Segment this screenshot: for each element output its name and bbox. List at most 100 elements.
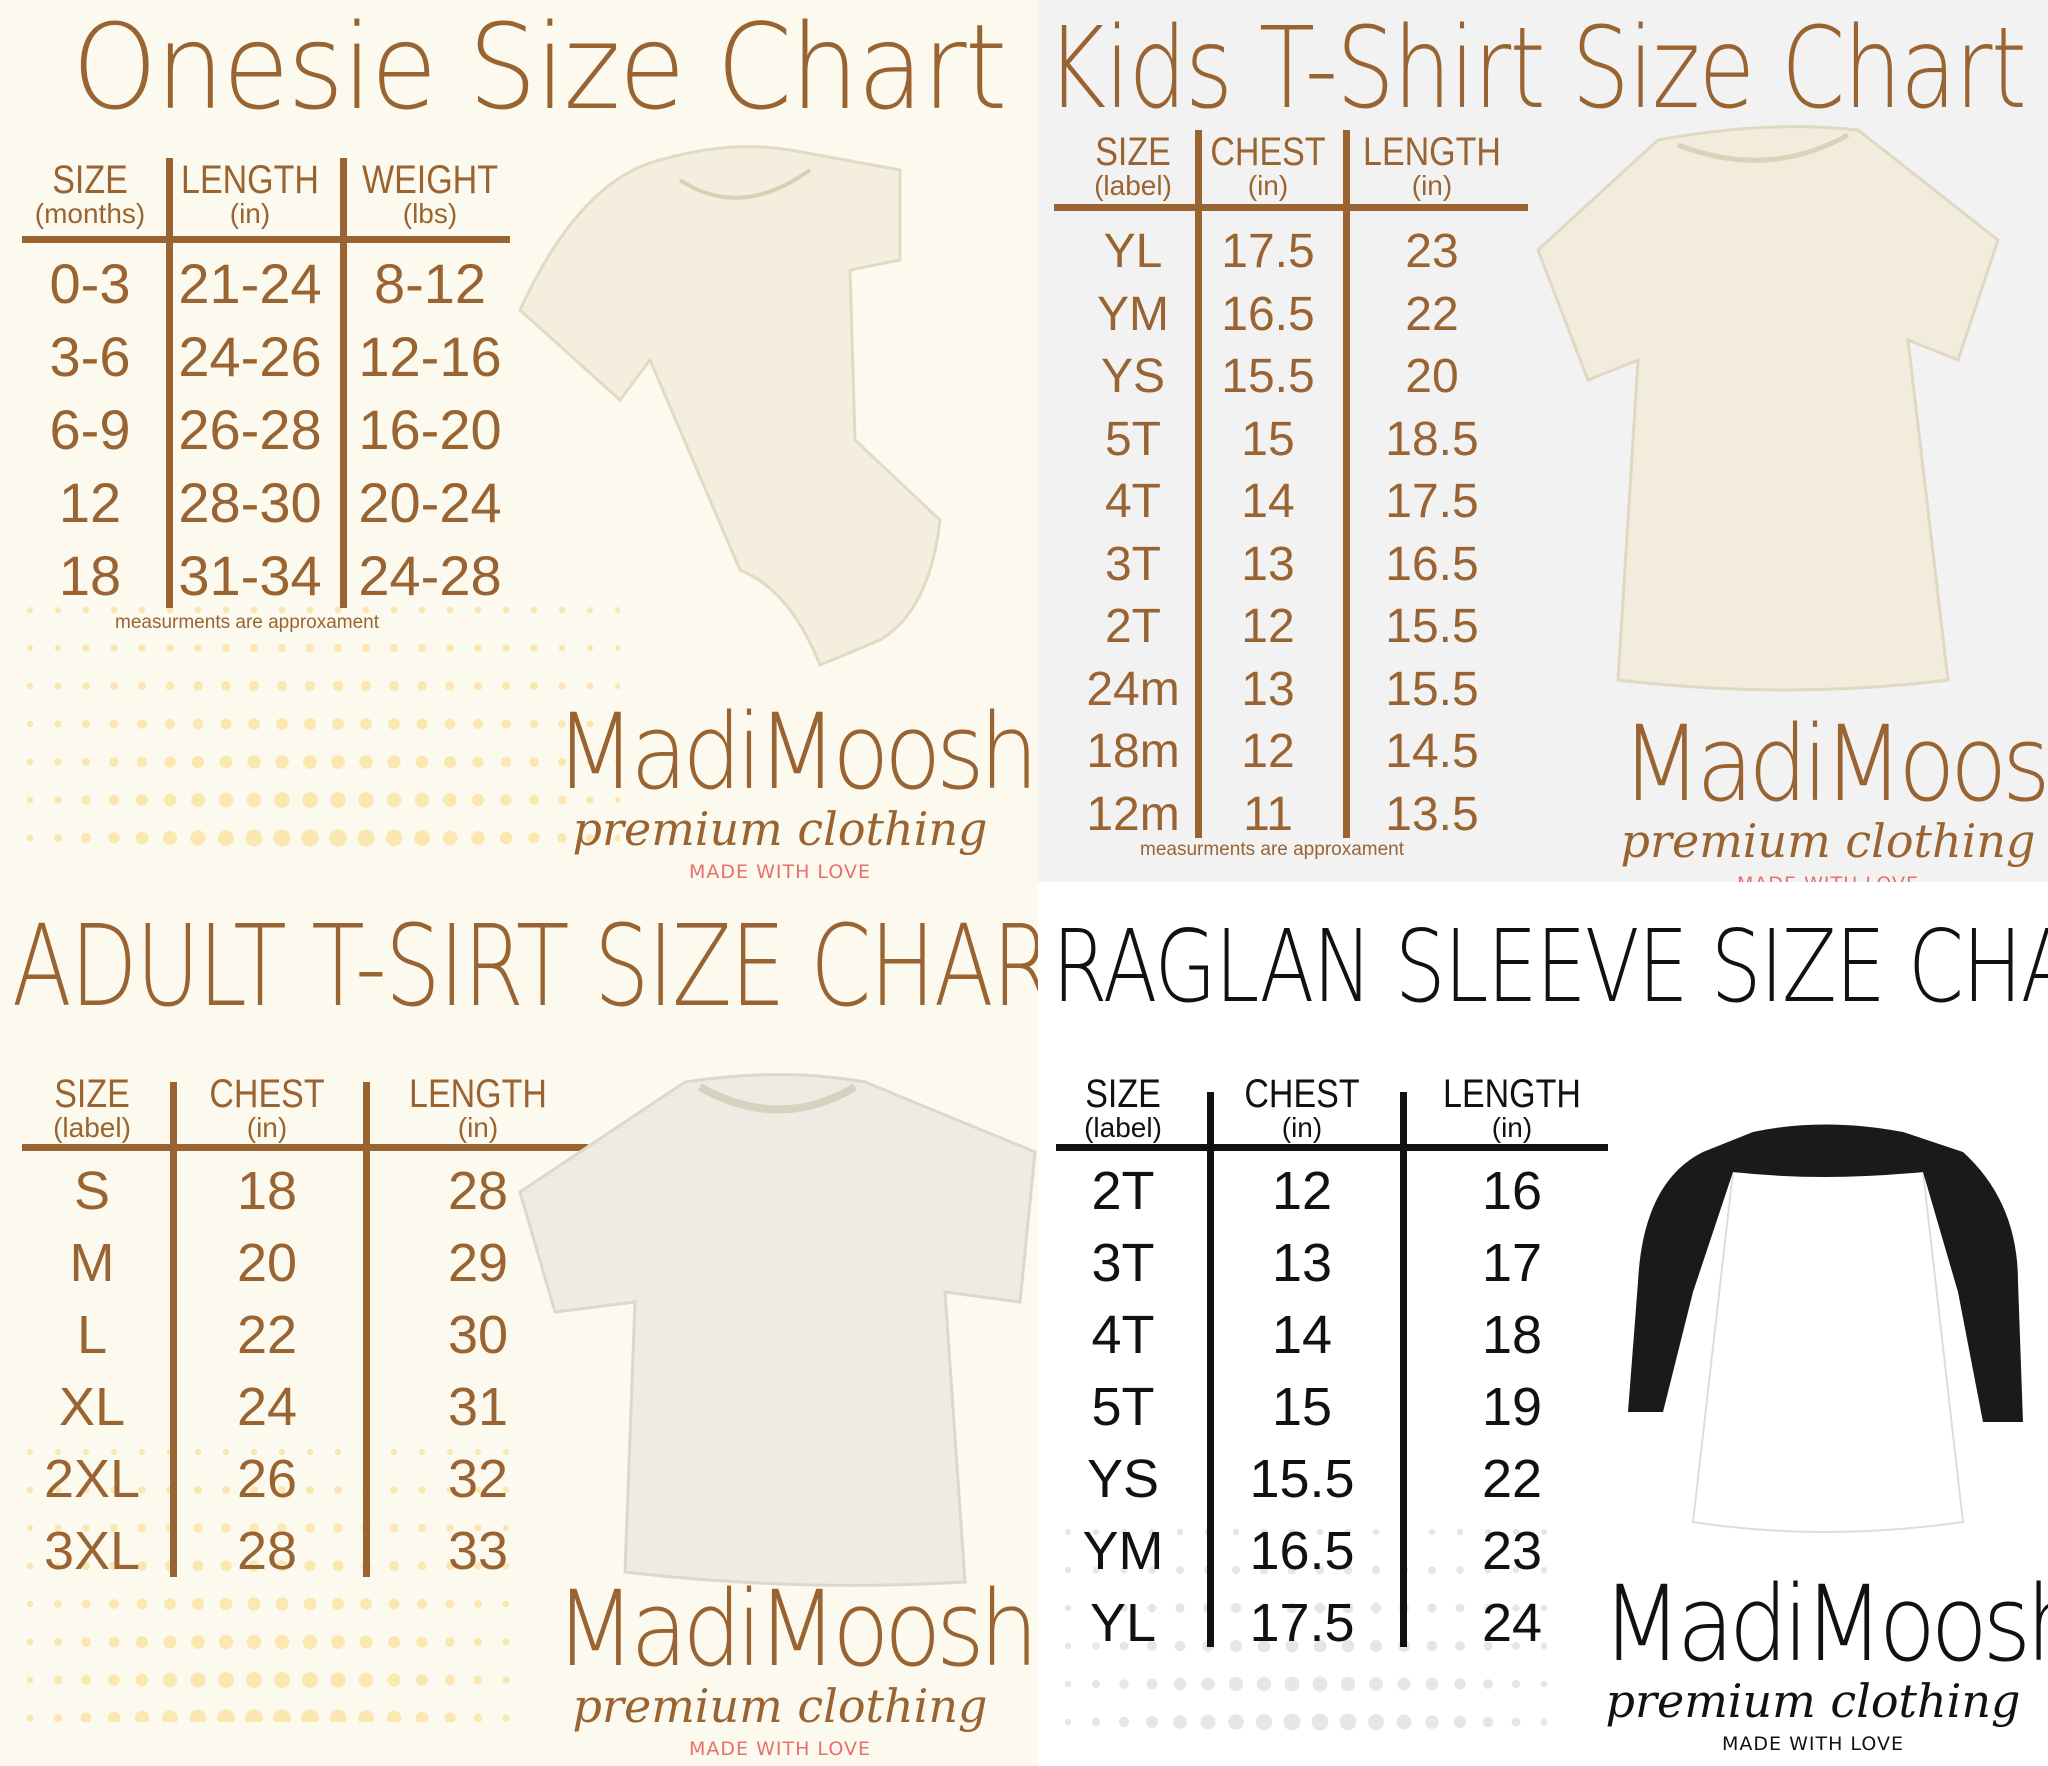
halftone-dot (80, 1712, 92, 1722)
halftone-dot (278, 1486, 286, 1494)
table-cell: 0-3 (49, 252, 131, 315)
table-cell: 22 (1481, 1449, 1543, 1509)
column-header-unit: (label) (1094, 170, 1172, 201)
halftone-dot (134, 1710, 150, 1722)
halftone-dot (27, 607, 33, 613)
table-cell: 11 (1243, 787, 1293, 841)
table-cell: 18 (58, 544, 122, 607)
halftone-dot (137, 681, 147, 691)
halftone-dot (81, 1599, 91, 1609)
halftone-dot (474, 644, 482, 652)
halftone-dot (586, 796, 594, 804)
halftone-dot (1228, 1714, 1244, 1730)
halftone-dot (390, 1448, 398, 1456)
halftone-dot (358, 792, 374, 808)
halftone-dot (1428, 1566, 1436, 1574)
halftone-dot (219, 755, 233, 769)
halftone-dot (530, 682, 538, 690)
halftone-dot (81, 1637, 91, 1647)
halftone-dot (55, 607, 61, 613)
column-header-unit: (in) (1247, 170, 1289, 201)
halftone-dot (191, 793, 205, 807)
halftone-dot (1174, 1640, 1186, 1652)
halftone-dot (332, 680, 344, 692)
table-cell: 31 (447, 1377, 509, 1437)
halftone-dot (360, 1598, 372, 1610)
brand-motto: MADE WITH LOVE (689, 1737, 871, 1760)
halftone-dot (250, 1448, 258, 1456)
halftone-dot (82, 644, 90, 652)
halftone-dot (331, 755, 345, 769)
halftone-dot (1540, 1642, 1548, 1650)
halftone-dot (81, 795, 91, 805)
column-header-label: SIZE (54, 1072, 130, 1116)
halftone-dot (529, 719, 539, 729)
table-cell: 3XL (43, 1521, 141, 1581)
halftone-dot (278, 1448, 286, 1456)
halftone-dot (1512, 1642, 1520, 1650)
table-cell: 24m (1086, 662, 1180, 716)
table-cell: 13.5 (1385, 787, 1479, 841)
halftone-dot (528, 794, 540, 806)
halftone-dot (1288, 1528, 1296, 1536)
table-cell: 30 (447, 1305, 509, 1365)
halftone-dot (415, 755, 429, 769)
brand-name: MadiMoosh (1621, 703, 2048, 825)
table-cell: 13 (1241, 662, 1295, 716)
halftone-dot (109, 757, 119, 767)
table-cell: 26-28 (178, 398, 322, 461)
halftone-dot (137, 1561, 147, 1571)
table-cell: 12 (1241, 600, 1295, 653)
table-cell: 32 (447, 1449, 509, 1509)
table-cell: 14.5 (1385, 725, 1479, 778)
halftone-dot (1148, 1528, 1156, 1536)
halftone-dot (614, 834, 620, 842)
halftone-dot (1065, 1529, 1071, 1535)
halftone-dot (1339, 1713, 1357, 1731)
table-cell: 2T (1091, 1161, 1155, 1221)
halftone-dot (162, 1710, 178, 1722)
dot-pattern (26, 606, 620, 847)
column-header-unit: (label) (1084, 1112, 1162, 1143)
halftone-dot (220, 1560, 232, 1572)
table-cell: 15.5 (1385, 662, 1479, 716)
halftone-dot (218, 830, 234, 846)
halftone-dot (1370, 1602, 1382, 1614)
table-cell: 4T (1091, 1305, 1155, 1365)
table-cell: 12 (58, 471, 122, 534)
table-header-divider (1054, 204, 1528, 211)
halftone-dot (529, 757, 539, 767)
onesie-panel: Onesie Size Chart SIZE (months) LENGTH (in)… (0, 0, 1038, 882)
halftone-dot (1173, 1677, 1187, 1691)
table-cell: 2XL (43, 1449, 141, 1509)
halftone-dot (301, 829, 319, 847)
table-cell: 3-6 (49, 325, 131, 388)
column-header-unit: (in) (1281, 1112, 1323, 1143)
dot-pattern (26, 1448, 510, 1722)
halftone-dot (108, 1636, 120, 1648)
halftone-dot (1541, 1529, 1547, 1535)
halftone-dot (275, 755, 289, 769)
column-divider (363, 1082, 370, 1577)
brand-motto: MADE WITH LOVE (689, 860, 871, 882)
table-cell: 2T (1104, 600, 1161, 653)
halftone-dot (1092, 1528, 1100, 1536)
table-cell: 3T (1104, 537, 1161, 591)
halftone-dot (1511, 1679, 1521, 1689)
table-cell: 19 (1481, 1377, 1543, 1437)
halftone-dot (502, 1562, 510, 1570)
halftone-dot (1064, 1604, 1072, 1612)
halftone-dot (446, 606, 454, 614)
halftone-dot (273, 1671, 291, 1689)
halftone-dot (330, 792, 346, 808)
halftone-dot (415, 1711, 429, 1722)
column-header: CHEST (in) (167, 1074, 367, 1142)
halftone-dot (136, 1598, 148, 1610)
halftone-dot (82, 682, 90, 690)
halftone-dot (107, 1711, 121, 1722)
halftone-dot (586, 758, 594, 766)
halftone-dot (502, 1600, 510, 1608)
column-divider (166, 158, 173, 608)
halftone-dot (1256, 1676, 1272, 1692)
table-cell: YS (1086, 1449, 1160, 1509)
